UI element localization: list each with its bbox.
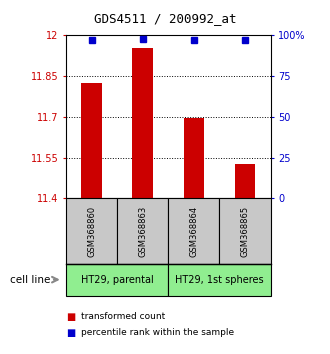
Bar	[235, 164, 255, 198]
Bar	[66, 264, 168, 296]
Text: cell line: cell line	[10, 275, 50, 285]
Bar	[168, 198, 219, 264]
Text: transformed count: transformed count	[81, 312, 165, 321]
Bar	[132, 48, 153, 198]
Text: ■: ■	[66, 312, 75, 322]
Text: HT29, 1st spheres: HT29, 1st spheres	[175, 275, 264, 285]
Bar	[66, 198, 117, 264]
Text: ■: ■	[66, 328, 75, 338]
Bar	[168, 264, 271, 296]
Text: GSM368860: GSM368860	[87, 205, 96, 257]
Bar	[219, 198, 271, 264]
Bar	[81, 83, 102, 198]
Text: percentile rank within the sample: percentile rank within the sample	[81, 328, 234, 337]
Text: GSM368864: GSM368864	[189, 205, 198, 257]
Bar	[117, 198, 168, 264]
Text: GDS4511 / 200992_at: GDS4511 / 200992_at	[94, 12, 236, 25]
Text: GSM368863: GSM368863	[138, 205, 147, 257]
Text: GSM368865: GSM368865	[241, 205, 249, 257]
Bar	[183, 118, 204, 198]
Text: HT29, parental: HT29, parental	[81, 275, 153, 285]
